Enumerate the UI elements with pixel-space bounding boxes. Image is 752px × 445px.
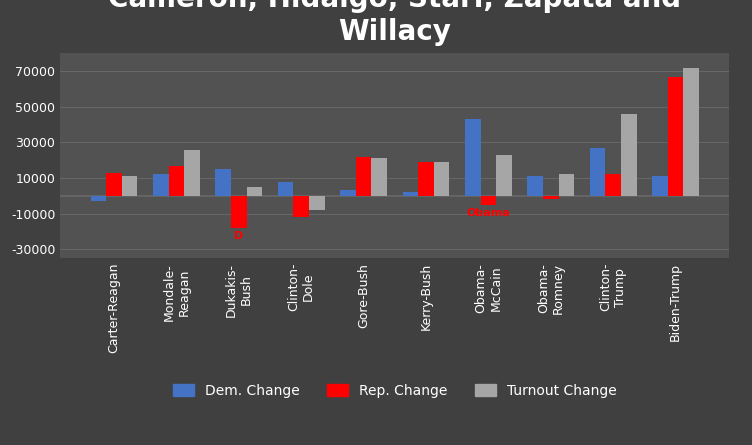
Bar (402, 192, 418, 196)
Bar (434, 162, 450, 196)
Bar (106, 173, 122, 196)
Bar (168, 166, 184, 196)
Bar (605, 174, 621, 196)
Bar (527, 176, 543, 196)
Bar (340, 190, 356, 196)
Bar (356, 157, 371, 196)
Bar (543, 196, 559, 199)
Bar (621, 114, 637, 196)
Bar (309, 196, 325, 210)
Bar (371, 158, 387, 196)
Bar (684, 68, 699, 196)
Bar (247, 187, 262, 196)
Bar (465, 119, 481, 196)
Bar (153, 174, 168, 196)
Bar (481, 196, 496, 205)
Bar (184, 150, 200, 196)
Bar (122, 176, 138, 196)
Text: Obama: Obama (466, 208, 511, 218)
Bar (559, 174, 575, 196)
Bar (668, 77, 684, 196)
Bar (231, 196, 247, 228)
Bar (652, 176, 668, 196)
Title: Cameron, Hidalgo, Starr, Zapata and
Willacy: Cameron, Hidalgo, Starr, Zapata and Will… (108, 0, 681, 45)
Bar (90, 196, 106, 201)
Text: D: D (234, 231, 244, 241)
Bar (590, 148, 605, 196)
Bar (277, 182, 293, 196)
Bar (418, 162, 434, 196)
Legend: Dem. Change, Rep. Change, Turnout Change: Dem. Change, Rep. Change, Turnout Change (165, 377, 624, 405)
Bar (496, 155, 512, 196)
Bar (293, 196, 309, 217)
Bar (215, 169, 231, 196)
